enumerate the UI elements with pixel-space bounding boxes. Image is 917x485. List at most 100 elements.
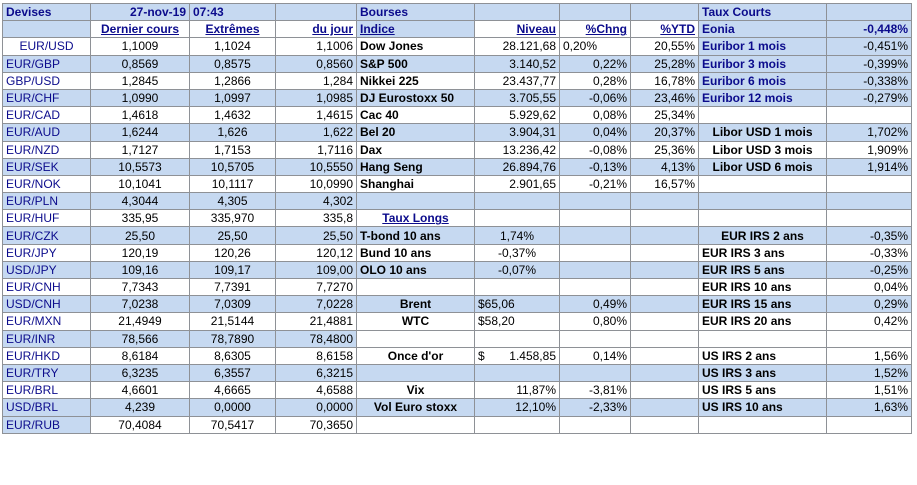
fx-pair: EUR/INR <box>2 329 91 348</box>
index-chng: -0,06% <box>559 88 631 108</box>
fx-last: 6,3235 <box>90 363 190 383</box>
fx-low: 0,8560 <box>275 54 357 73</box>
fx-last: 1,7127 <box>90 140 190 159</box>
table-row: EUR/GBP 0,8569 0,8575 0,8560 S&P 500 3.1… <box>2 54 912 73</box>
fx-pair: EUR/GBP <box>2 54 91 73</box>
euribor-value: -0,279% <box>826 88 912 108</box>
fx-high: 8,6305 <box>189 346 276 365</box>
col-indice: Indice <box>356 20 475 39</box>
fx-low: 7,0228 <box>275 295 357 314</box>
fx-high: 1,4632 <box>189 106 276 125</box>
fx-low: 4,6588 <box>275 381 357 400</box>
table-row: EUR/INR 78,566 78,7890 78,4800 <box>2 329 912 348</box>
gold-chng: 0,14% <box>559 346 631 365</box>
fx-last: 25,50 <box>90 226 190 245</box>
table-row: EUR/AUD 1,6244 1,626 1,622 Bel 20 3.904,… <box>2 123 912 142</box>
fx-last: 4,3044 <box>90 192 190 211</box>
bond-name: Bund 10 ans <box>356 243 475 262</box>
index-name: Bel 20 <box>356 123 475 142</box>
fx-low: 0,0000 <box>275 398 357 417</box>
index-ytd: 20,55% <box>630 37 699 56</box>
fx-last: 1,1009 <box>90 37 190 56</box>
fx-last: 78,566 <box>90 329 190 348</box>
libor-value: 1,702% <box>826 123 912 142</box>
fx-last: 70,4084 <box>90 415 190 434</box>
fx-pair: EUR/CZK <box>2 226 91 245</box>
fx-pair: EUR/AUD <box>2 123 91 142</box>
index-chng: 0,04% <box>559 123 631 142</box>
col-chng: %Chng <box>559 20 631 39</box>
libor-name: Libor USD 1 mois <box>698 123 827 142</box>
fx-low: 70,3650 <box>275 415 357 434</box>
col-niveau: Niveau <box>474 20 560 39</box>
table-row: EUR/CHF 1,0990 1,0997 1,0985 DJ Eurostox… <box>2 88 912 108</box>
commodity-name: WTC <box>356 312 475 331</box>
fx-pair: EUR/CHF <box>2 88 91 108</box>
index-chng: 0,20% <box>559 37 631 56</box>
index-chng: 0,28% <box>559 71 631 90</box>
euribor-value: -0,399% <box>826 54 912 73</box>
col-ytd: %YTD <box>630 20 699 39</box>
eur-irs-name: EUR IRS 20 ans <box>698 312 827 331</box>
fx-last: 1,2845 <box>90 71 190 90</box>
table-row: EUR/NZD 1,7127 1,7153 1,7116 Dax 13.236,… <box>2 140 912 159</box>
commodity-chng: 0,80% <box>559 312 631 331</box>
fx-high: 70,5417 <box>189 415 276 434</box>
us-irs-name: US IRS 10 ans <box>698 398 827 417</box>
fx-low: 120,12 <box>275 243 357 262</box>
index-name: S&P 500 <box>356 54 475 73</box>
index-name: Shanghai <box>356 174 475 194</box>
fx-high: 1,1024 <box>189 37 276 56</box>
fx-last: 109,16 <box>90 260 190 280</box>
gold-name: Once d'or <box>356 346 475 365</box>
index-level: 2.901,65 <box>474 174 560 194</box>
table-row: EUR/CZK 25,50 25,50 25,50 T-bond 10 ans … <box>2 226 912 245</box>
eur-irs-name: EUR IRS 3 ans <box>698 243 827 262</box>
vol-name: Vol Euro stoxx <box>356 398 475 417</box>
fx-high: 0,8575 <box>189 54 276 73</box>
table-row: EUR/HKD 8,6184 8,6305 8,6158 Once d'or $… <box>2 346 912 365</box>
col-extremes: Extrêmes <box>189 20 276 39</box>
eur-irs-value: 0,42% <box>826 312 912 331</box>
gold-price: $1.458,85 <box>474 346 560 365</box>
fx-low: 109,00 <box>275 260 357 280</box>
eur-irs-name: EUR IRS 10 ans <box>698 277 827 297</box>
fx-last: 4,239 <box>90 398 190 417</box>
table-row: EUR/JPY 120,19 120,26 120,12 Bund 10 ans… <box>2 243 912 262</box>
index-level: 28.121,68 <box>474 37 560 56</box>
index-ytd: 16,78% <box>630 71 699 90</box>
gold-currency: $ <box>478 348 485 363</box>
index-name: Dax <box>356 140 475 159</box>
fx-high: 335,970 <box>189 209 276 228</box>
fx-pair: USD/CNH <box>2 295 91 314</box>
index-ytd: 25,36% <box>630 140 699 159</box>
fx-high: 1,7153 <box>189 140 276 159</box>
index-chng: 0,22% <box>559 54 631 73</box>
fx-low: 4,302 <box>275 192 357 211</box>
fx-low: 78,4800 <box>275 329 357 348</box>
vol-value: 12,10% <box>474 398 560 417</box>
commodity-chng: 0,49% <box>559 295 631 314</box>
us-irs-value: 1,52% <box>826 363 912 383</box>
eur-irs-value: -0,35% <box>826 226 912 245</box>
fx-high: 10,5705 <box>189 157 276 176</box>
fx-high: 21,5144 <box>189 312 276 331</box>
us-irs-name: US IRS 5 ans <box>698 381 827 400</box>
fx-low: 1,622 <box>275 123 357 142</box>
fx-last: 1,6244 <box>90 123 190 142</box>
eonia-label: Eonia <box>698 20 827 39</box>
index-ytd: 25,28% <box>630 54 699 73</box>
euribor-value: -0,451% <box>826 37 912 56</box>
fx-last: 10,5573 <box>90 157 190 176</box>
table-row: EUR/NOK 10,1041 10,1117 10,0990 Shanghai… <box>2 174 912 194</box>
fx-low: 1,284 <box>275 71 357 90</box>
fx-last: 335,95 <box>90 209 190 228</box>
index-level: 3.705,55 <box>474 88 560 108</box>
index-name: DJ Eurostoxx 50 <box>356 88 475 108</box>
fx-low: 1,1006 <box>275 37 357 56</box>
fx-pair: USD/BRL <box>2 398 91 417</box>
fx-high: 7,7391 <box>189 277 276 297</box>
fx-pair: EUR/MXN <box>2 312 91 331</box>
devises-heading: Devises <box>2 2 91 22</box>
header-row-columns: Dernier cours Extrêmes du jour Indice Ni… <box>2 20 912 39</box>
